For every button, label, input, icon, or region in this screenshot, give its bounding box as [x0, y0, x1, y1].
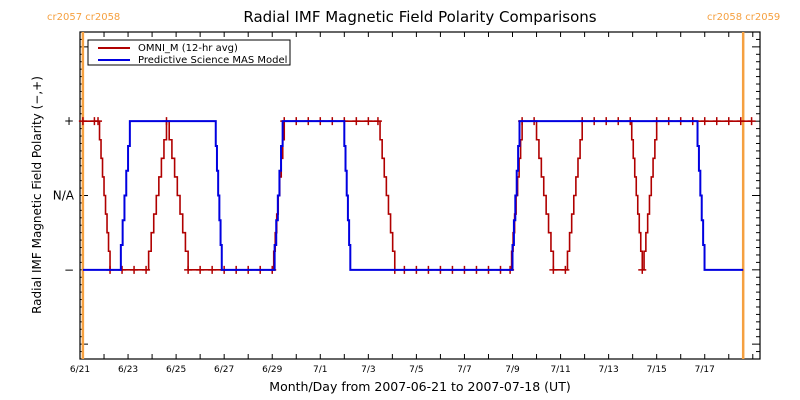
data-point-omni	[736, 117, 745, 126]
y-tick-label: N/A	[53, 189, 75, 203]
legend-label-omni: OMNI_M (12-hr avg)	[138, 43, 238, 54]
data-point-omni	[724, 117, 733, 126]
data-point-omni	[142, 265, 151, 274]
data-point-omni	[208, 265, 217, 274]
data-point-omni	[373, 117, 382, 126]
series-layer	[78, 117, 756, 274]
x-tick-label: 7/5	[409, 365, 423, 375]
carrington-label-right: cr2058 cr2059	[707, 12, 780, 23]
data-point-omni	[712, 117, 721, 126]
data-point-omni	[549, 265, 558, 274]
x-tick-label: 6/27	[214, 365, 234, 375]
data-point-omni	[364, 117, 373, 126]
chart-title: Radial IMF Magnetic Field Polarity Compa…	[243, 8, 596, 26]
data-point-omni	[130, 265, 139, 274]
x-tick-label: 6/29	[262, 365, 282, 375]
data-point-omni	[184, 265, 193, 274]
series-line-mas	[82, 120, 744, 271]
x-tick-label: 7/17	[695, 365, 715, 375]
plot-frame	[79, 31, 761, 360]
data-point-omni	[352, 117, 361, 126]
x-tick-label: 7/15	[647, 365, 667, 375]
x-tick-label: 7/13	[599, 365, 619, 375]
x-tick-label: 7/9	[505, 365, 520, 375]
x-tick-label: 7/1	[313, 365, 327, 375]
data-point-omni	[94, 117, 103, 126]
plot-border	[79, 31, 761, 360]
data-point-omni	[561, 265, 570, 274]
data-point-omni	[747, 117, 756, 126]
data-point-omni	[196, 265, 205, 274]
legend-label-mas: Predictive Science MAS Model	[138, 55, 287, 66]
data-point-omni	[638, 265, 647, 274]
x-tick-label: 7/3	[361, 365, 375, 375]
carrington-label-left: cr2057 cr2058	[47, 12, 120, 23]
x-axis: 6/21 6/23 6/25 6/27 6/29 7/1 7/3 7/5 7/7 7/9 7/11 7…	[70, 32, 754, 375]
data-point-omni	[78, 117, 87, 126]
legend: OMNI_M (12-hr avg) Predictive Science MA…	[87, 39, 291, 66]
series-line-omni	[82, 120, 752, 271]
y-tick-label: −	[64, 263, 74, 277]
x-tick-label: 6/23	[118, 365, 138, 375]
x-axis-label: Month/Day from 2007-06-21 to 2007-07-18 …	[269, 379, 570, 394]
y-tick-label: +	[64, 114, 74, 128]
x-tick-label: 6/25	[166, 365, 186, 375]
carrington-markers	[81, 32, 745, 359]
x-tick-label: 7/11	[550, 365, 570, 375]
y-axis-label: Radial IMF Magnetic Field Polarity (−,+)	[30, 76, 44, 314]
x-tick-label: 7/7	[457, 365, 471, 375]
data-point-omni	[700, 117, 709, 126]
x-tick-label: 6/21	[70, 365, 90, 375]
